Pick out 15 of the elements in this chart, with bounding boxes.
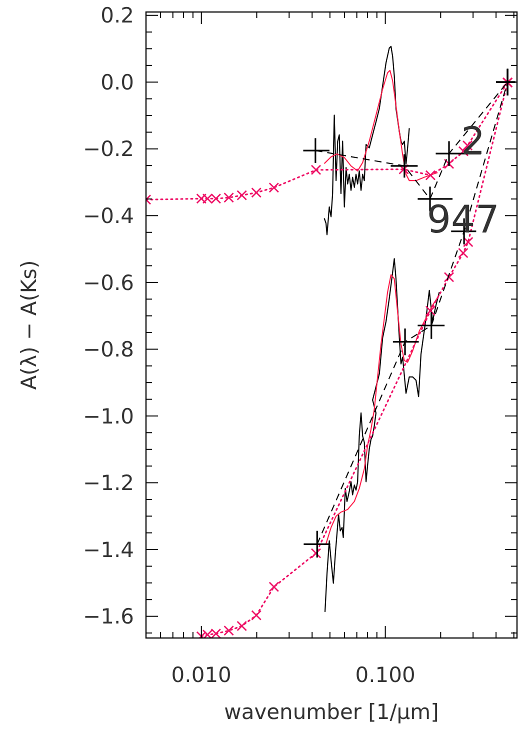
y-tick-label: −0.2 — [83, 137, 134, 162]
x-axis-title: wavenumber [1/μm] — [224, 700, 439, 724]
y-tick-label: −0.8 — [83, 338, 134, 362]
y-tick-label: −1.6 — [83, 604, 134, 629]
y-tick-label: 0.2 — [100, 4, 134, 28]
annotation: 947 — [426, 197, 500, 242]
y-tick-label: −0.6 — [83, 270, 134, 295]
y-tick-label: −1.4 — [83, 538, 134, 562]
x-tick-label: 0.100 — [355, 663, 416, 687]
x-tick-label: 0.010 — [171, 663, 232, 687]
y-tick-label: −1.0 — [83, 404, 134, 428]
y-tick-label: −1.2 — [83, 471, 134, 496]
y-tick-label: 0.0 — [100, 70, 134, 94]
y-tick-label: −0.4 — [83, 204, 134, 228]
y-axis-title: A(λ) − A(Ks) — [17, 260, 41, 390]
